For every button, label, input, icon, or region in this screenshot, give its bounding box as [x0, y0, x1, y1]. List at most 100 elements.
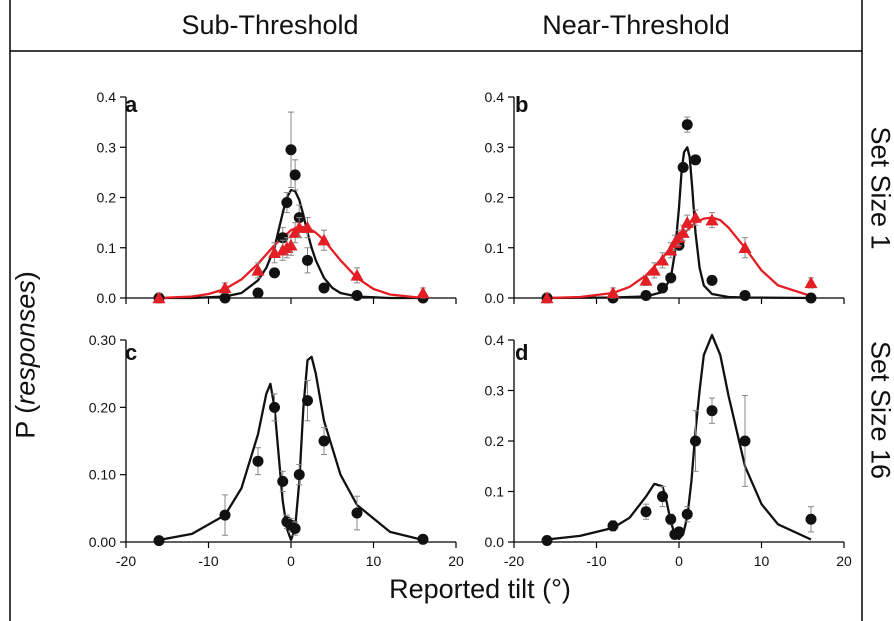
panel-d-x-tick-label: -20 — [504, 553, 524, 569]
panel-a-y-tick-label: 0.3 — [97, 139, 117, 155]
panel-a-point-black — [219, 292, 231, 304]
panel-c-y-tick-label: 0.20 — [89, 399, 116, 415]
panel-b-y-tick-label: 0.1 — [485, 240, 505, 256]
panel-a-point-black — [281, 197, 293, 209]
panel-a-point-red — [350, 268, 364, 281]
panel-a-y-tick-label: 0.2 — [97, 190, 117, 206]
panel-b-point-red — [689, 211, 702, 223]
panel-b-point-black — [805, 292, 817, 304]
panel-a-y-tick-label: 0.1 — [97, 240, 117, 256]
panel-c-y-tick-label: 0.30 — [89, 332, 116, 348]
panel-c-y-tick-label: 0.10 — [89, 467, 116, 483]
x-axis-label: Reported tilt (°) — [389, 574, 571, 604]
panel-a-point-red — [301, 221, 314, 233]
panel-d-y-tick-label: 0.0 — [485, 534, 505, 550]
panel-a-fit-curve-black — [159, 188, 423, 300]
panel-c-point-black — [351, 507, 363, 519]
panel-d-point-black — [805, 513, 817, 525]
panel-d-x-tick-label: 10 — [754, 553, 770, 569]
panel-b-y-tick-label: 0.2 — [485, 190, 505, 206]
panel-b-point-black — [665, 272, 677, 284]
panel-b-point-black — [690, 154, 701, 166]
panel-d-y-tick-label: 0.2 — [485, 433, 505, 449]
panel-b-point-red — [540, 291, 554, 304]
panel-c-x-tick-label: 10 — [366, 553, 382, 569]
panel-a-point-black — [269, 267, 280, 279]
panel-a-point-red — [416, 286, 430, 299]
panel-d-point-black — [640, 506, 652, 518]
panel-d-fit-curve-black — [546, 333, 812, 541]
panel-b-point-red — [680, 216, 694, 228]
panel-a-point-black — [302, 254, 313, 266]
panel-a-point-red — [152, 291, 166, 304]
panel-b-point-black — [677, 161, 689, 173]
panel-d-y-tick-label: 0.3 — [485, 383, 505, 399]
panel-a-point-red — [292, 221, 306, 233]
panel-c-x-tick-label: -20 — [116, 553, 136, 569]
panel-c-fit-curve-black — [158, 355, 424, 542]
panel-c-x-tick-label: 20 — [448, 553, 464, 569]
panel-b-y-tick-label: 0.4 — [485, 89, 505, 105]
panel-d-y-tick-label: 0.4 — [485, 332, 505, 348]
panel-a-point-red — [251, 263, 265, 276]
panel-d-point-black — [706, 405, 718, 417]
panel-b-point-red — [639, 273, 653, 286]
panel-d-x-tick-label: -10 — [586, 553, 606, 569]
panel-d-point-black — [541, 534, 553, 546]
panel-c-point-black — [318, 435, 330, 447]
panel-b-y-tick-label: 0.0 — [485, 290, 505, 306]
panel-a-point-red — [284, 238, 298, 251]
panel-letter-c: c — [125, 340, 138, 365]
panel-b-point-black — [739, 289, 751, 301]
panel-c-point-black — [302, 395, 313, 407]
panel-b-y-tick-label: 0.3 — [485, 139, 505, 155]
panel-c-point-black — [289, 523, 301, 535]
panel-c-point-black — [252, 455, 264, 467]
column-title-sub-threshold: Sub-Threshold — [181, 10, 359, 40]
panel-b-point-red — [606, 286, 620, 299]
panel-c-point-black — [269, 401, 280, 413]
panel-c-point-black — [277, 475, 289, 487]
panel-c-x-tick-label: 0 — [287, 553, 295, 569]
panel-a-point-black — [289, 169, 301, 181]
panel-letter-b: b — [515, 92, 529, 117]
column-title-near-threshold: Near-Threshold — [542, 10, 730, 40]
panel-d-point-black — [681, 508, 693, 520]
panel-letter-a: a — [125, 92, 138, 117]
panel-a-y-tick-label: 0.0 — [97, 290, 117, 306]
panel-d-point-black — [657, 491, 668, 503]
panel-d-x-tick-label: 0 — [675, 553, 683, 569]
panel-a-point-black — [285, 144, 297, 156]
panel-a-point-red — [317, 233, 331, 246]
panel-d-y-tick-label: 0.1 — [485, 484, 505, 500]
panel-b-point-red — [656, 253, 669, 266]
panel-b-point-red — [647, 263, 661, 276]
panel-a-y-tick-label: 0.4 — [97, 89, 117, 105]
panel-letter-d: d — [515, 340, 529, 365]
panel-a-point-black — [351, 289, 363, 301]
panel-b-point-black — [657, 282, 668, 294]
panel-b-point-black — [681, 119, 693, 131]
panel-d-point-black — [690, 435, 701, 447]
panel-b-point-red — [705, 213, 719, 226]
panel-c-point-black — [153, 535, 165, 547]
panel-d-point-black — [673, 526, 685, 538]
panel-b-point-black — [706, 274, 718, 286]
panel-d-x-tick-label: 20 — [836, 553, 852, 569]
panel-b-point-black — [640, 289, 652, 301]
panel-d-point-black — [665, 513, 677, 525]
panel-a-point-black — [318, 282, 330, 294]
panel-d-point-black — [739, 435, 751, 447]
panel-c-y-tick-label: 0.00 — [89, 534, 116, 550]
panel-c-point-black — [417, 533, 429, 545]
panel-b-point-red — [738, 241, 752, 253]
panel-b-point-red — [804, 276, 818, 289]
panel-b-point-red — [676, 226, 690, 238]
panel-a-point-black — [252, 287, 264, 299]
panel-a-point-red — [218, 281, 232, 294]
